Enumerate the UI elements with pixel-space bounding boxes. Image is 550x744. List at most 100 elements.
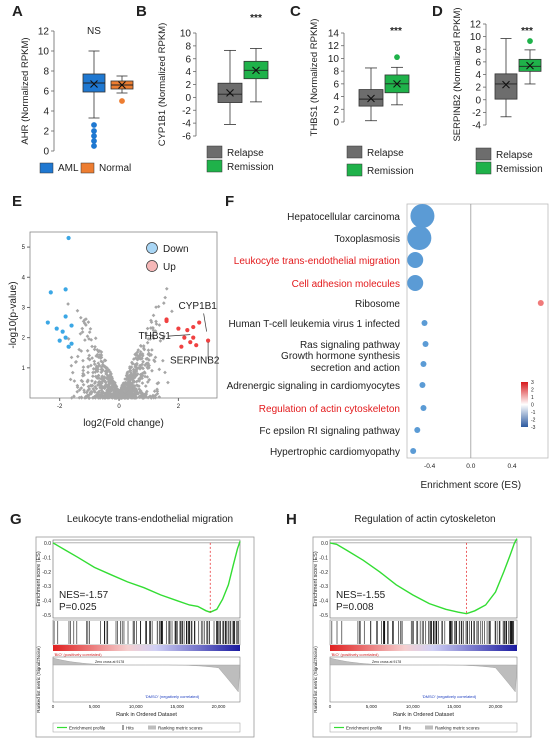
x-axis-label-e: log2(Fold change): [83, 418, 164, 429]
ns-point: [136, 348, 141, 352]
ns-point: [152, 389, 157, 394]
ns-point: [128, 377, 132, 382]
mean-marker: [252, 66, 260, 75]
y-tick-label: 4: [43, 107, 49, 118]
ns-point: [98, 356, 103, 360]
ns-point: [92, 347, 97, 352]
pvalue-label: P=0.025: [59, 602, 97, 613]
down-point: [66, 235, 71, 241]
y-tick-label: -6: [182, 132, 191, 143]
plot-frame-e: [29, 231, 218, 399]
rank-tick-label: 10,000: [406, 704, 420, 709]
panel-letter-e: E: [12, 193, 22, 210]
ns-point: [99, 370, 104, 375]
ns-point: [123, 390, 128, 394]
ns-point: [146, 348, 151, 353]
metric-frame: [329, 656, 518, 703]
ns-point: [84, 390, 89, 395]
down-point: [63, 314, 68, 319]
term-bubble: [420, 405, 427, 411]
ns-point: [87, 357, 92, 362]
term-label: Adrenergic signaling in cardiomyocytes: [227, 381, 400, 392]
up-point: [194, 343, 199, 348]
y-tick-label: 8: [185, 41, 191, 52]
ns-point: [75, 383, 80, 388]
ns-point: [146, 337, 151, 341]
ns-point: [130, 360, 134, 365]
term-bubble: [407, 275, 424, 291]
ns-point: [99, 388, 104, 393]
ns-point: [100, 360, 105, 365]
ns-point: [81, 319, 86, 324]
es-tick-label: -0.5: [319, 613, 328, 619]
term-label: Ribosome: [355, 299, 400, 310]
es-tick-label: -0.3: [42, 584, 51, 590]
ns-point: [131, 378, 136, 383]
rank-tick-label: 5,000: [366, 704, 378, 709]
ns-point: [142, 370, 147, 374]
ns-point: [75, 354, 80, 359]
rank-tick-label: 15,000: [170, 704, 184, 709]
gene-label-serpinb2: SERPINB2: [170, 355, 220, 366]
outlier-point: [394, 54, 400, 61]
legend-label-remission: Remission: [496, 164, 543, 175]
up-point: [185, 327, 190, 333]
ns-point: [154, 319, 158, 324]
y-tick-label: 8: [333, 67, 339, 78]
legend-up-marker: [146, 260, 158, 272]
term-bubble: [537, 300, 544, 306]
legend-label-relapse: Relapse: [367, 148, 404, 159]
y-tick-label: 12: [328, 41, 340, 52]
mean-marker: [526, 61, 534, 70]
panel-letter-d: D: [432, 3, 443, 20]
negative-correlation-label: 'DMSO' (negatively correlated): [422, 694, 477, 699]
ns-point: [147, 353, 152, 358]
legend-label-hits: Hits: [403, 726, 411, 731]
es-tick-label: -0.5: [42, 613, 51, 619]
up-point: [164, 318, 169, 324]
legend-swatch-aml: [39, 162, 54, 174]
ns-point: [129, 394, 134, 399]
ns-point: [138, 353, 142, 358]
ns-point: [133, 365, 138, 369]
panel-letter-g: G: [10, 511, 22, 528]
ns-point: [137, 379, 142, 383]
down-point: [60, 329, 65, 334]
ns-point: [145, 375, 150, 379]
ns-point: [161, 301, 166, 305]
rank-tick-label: 20,000: [212, 704, 226, 709]
y-tick-label: -2: [472, 108, 481, 119]
ns-point: [96, 373, 101, 378]
term-bubble: [410, 448, 417, 454]
ns-point: [140, 362, 144, 367]
leader-line: [168, 334, 191, 337]
enrichment-profile: [52, 541, 241, 613]
panel-letter-a: A: [12, 3, 23, 20]
ns-point: [66, 302, 70, 306]
ranking-metric-area: [329, 657, 518, 693]
ns-point: [151, 393, 155, 398]
ns-point: [125, 371, 130, 376]
es-tick-label: -0.4: [319, 599, 328, 605]
ns-point: [163, 370, 167, 375]
plot-frame-f: [406, 203, 549, 459]
legend-swatch-metric: [425, 725, 433, 730]
ns-point: [92, 381, 97, 386]
ns-point: [69, 355, 74, 360]
ns-point: [155, 391, 160, 396]
ns-point: [90, 344, 94, 349]
ns-point: [136, 391, 140, 396]
rank-tick-label: 5,000: [89, 704, 101, 709]
es-tick-label: 0.0: [321, 541, 328, 547]
down-point: [69, 341, 74, 346]
ns-point: [80, 326, 85, 331]
outlier-point: [91, 128, 97, 134]
legend-down-marker: [146, 242, 158, 254]
ns-point: [125, 377, 129, 381]
ns-point: [156, 304, 161, 309]
ns-point: [160, 336, 165, 341]
ns-point: [93, 384, 98, 389]
ns-point: [83, 338, 87, 342]
ns-point-cloud: [66, 286, 174, 400]
ns-point: [157, 367, 162, 372]
